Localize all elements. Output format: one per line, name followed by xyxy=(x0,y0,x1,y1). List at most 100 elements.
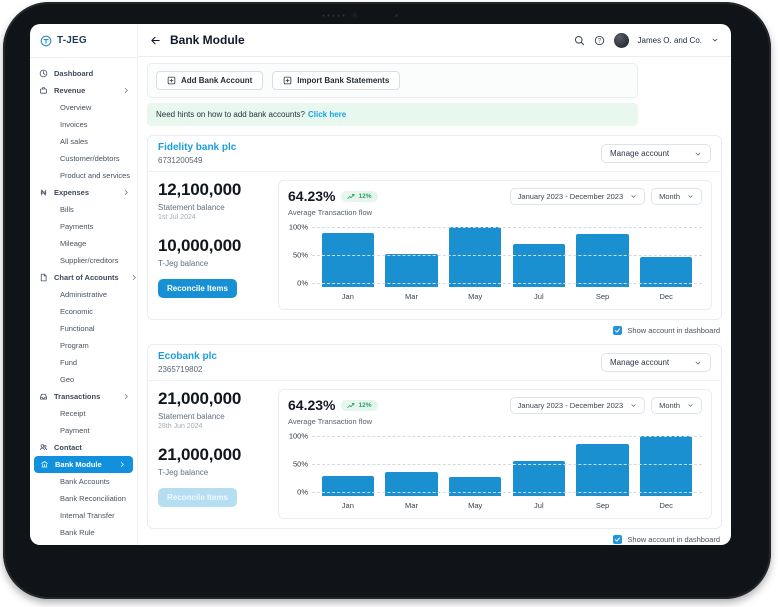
sidebar-item-all-sales[interactable]: All sales xyxy=(30,133,137,150)
statement-balance-value: 21,000,000 xyxy=(158,389,242,408)
period-select[interactable]: January 2023 - December 2023 xyxy=(509,188,646,205)
sidebar-item-administrative[interactable]: Administrative xyxy=(30,286,137,303)
sidebar-item-label: Economic xyxy=(60,307,93,316)
flow-label: Average Transaction flow xyxy=(288,417,373,426)
sidebar-item-customer-debtors[interactable]: Customer/debtors xyxy=(30,150,137,167)
sidebar-item-geo[interactable]: Geo xyxy=(30,371,137,388)
add-bank-account-button[interactable]: Add Bank Account xyxy=(156,71,264,90)
tjeg-balance-label: T-Jeg balance xyxy=(158,468,209,477)
bank-name-link[interactable]: Ecobank plc xyxy=(158,351,217,362)
sidebar-item-label: Revenue xyxy=(54,86,86,95)
sidebar-item-product-and-services[interactable]: Product and services xyxy=(30,167,137,184)
gridline xyxy=(312,436,702,437)
sidebar-item-label: Invoices xyxy=(60,120,88,129)
sidebar-item-expenses[interactable]: Expenses xyxy=(30,184,137,201)
sidebar-item-label: Bank Module xyxy=(55,460,102,469)
y-tick-label: 100% xyxy=(288,222,308,232)
sidebar-item-revenue[interactable]: Revenue xyxy=(30,82,137,99)
hint-click-here-link[interactable]: Click here xyxy=(308,110,347,119)
light-sensor xyxy=(395,14,398,17)
granularity-select[interactable]: Month xyxy=(651,188,702,205)
x-tick-label: Mar xyxy=(405,292,418,301)
tjeg-balance-value: 21,000,000 xyxy=(158,445,242,464)
trend-badge: 12% xyxy=(341,190,378,202)
x-tick-label: Jan xyxy=(341,292,354,301)
manage-account-select[interactable]: Manage account xyxy=(601,144,711,163)
search-icon[interactable] xyxy=(574,35,585,46)
hint-banner: Need hints on how to add bank accounts? C… xyxy=(147,103,638,126)
sidebar-item-internal-transfer[interactable]: Internal Transfer xyxy=(30,507,137,524)
sidebar-item-dashboard[interactable]: Dashboard xyxy=(30,65,137,82)
chevron-down-icon xyxy=(695,152,701,156)
sidebar-item-transactions[interactable]: Transactions xyxy=(30,388,137,405)
topbar-actions: ? James O. and Co. xyxy=(574,32,719,48)
reconcile-items-button[interactable]: Reconcile Items xyxy=(158,279,237,298)
chevron-down-icon xyxy=(688,404,693,407)
account-switcher-label[interactable]: James O. and Co. xyxy=(637,35,702,45)
sidebar-item-label: Administrative xyxy=(60,290,108,299)
sidebar-item-receipt[interactable]: Receipt xyxy=(30,405,137,422)
bar-slot xyxy=(507,243,571,287)
statement-balance-value: 12,100,000 xyxy=(158,180,242,199)
statement-balance-label: Statement balance xyxy=(158,203,225,212)
x-tick-label: May xyxy=(468,501,483,510)
period-select[interactable]: January 2023 - December 2023 xyxy=(509,397,646,414)
front-camera xyxy=(352,12,358,18)
sidebar-item-fund[interactable]: Fund xyxy=(30,354,137,371)
manage-account-label: Manage account xyxy=(610,358,670,367)
sidebar-item-label: Payments xyxy=(60,222,94,231)
statement-balance-label: Statement balance xyxy=(158,412,225,421)
bar-slot xyxy=(316,476,380,496)
sidebar-item-functional[interactable]: Functional xyxy=(30,320,137,337)
granularity-select[interactable]: Month xyxy=(651,397,702,414)
reconcile-items-button-disabled[interactable]: Reconcile Items xyxy=(158,488,237,507)
show-account-checkbox[interactable] xyxy=(613,326,623,335)
bar-jan xyxy=(321,232,374,287)
manage-account-label: Manage account xyxy=(610,149,670,158)
back-arrow-icon[interactable] xyxy=(150,35,161,46)
sidebar-item-payments[interactable]: Payments xyxy=(30,218,137,235)
sidebar-item-bank-accounts[interactable]: Bank Accounts xyxy=(30,473,137,490)
y-tick-label: 0% xyxy=(297,487,308,497)
manage-account-select[interactable]: Manage account xyxy=(601,353,711,372)
avatar[interactable] xyxy=(613,32,629,48)
show-account-checkbox[interactable] xyxy=(613,535,623,544)
sidebar-item-economic[interactable]: Economic xyxy=(30,303,137,320)
sidebar-item-bank-rule[interactable]: Bank Rule xyxy=(30,524,137,541)
hint-text: Need hints on how to add bank accounts? xyxy=(156,110,305,119)
help-icon[interactable]: ? xyxy=(594,35,605,46)
sidebar-item-bank-reconciliation[interactable]: Bank Reconciliation xyxy=(30,490,137,507)
top-bar: Bank Module ? James O. and Co. xyxy=(138,24,731,57)
sidebar-item-invoices[interactable]: Invoices xyxy=(30,116,137,133)
chevron-down-icon[interactable] xyxy=(711,36,719,44)
sidebar-item-contact[interactable]: Contact xyxy=(30,439,137,456)
sidebar-item-program[interactable]: Program xyxy=(30,337,137,354)
trend-up-icon xyxy=(347,402,355,408)
bar-jul xyxy=(512,461,565,496)
x-tick-label: Sep xyxy=(595,292,610,301)
sidebar-item-supplier-creditors[interactable]: Supplier/creditors xyxy=(30,252,137,269)
sidebar-item-label: Functional xyxy=(60,324,95,333)
x-tick-label: Jan xyxy=(341,501,354,510)
sidebar-item-mileage[interactable]: Mileage xyxy=(30,235,137,252)
bar-jul xyxy=(512,243,565,287)
sidebar-item-label: Internal Transfer xyxy=(60,511,115,520)
tjeg-balance-label: T-Jeg balance xyxy=(158,259,209,268)
x-axis: Jan Mar May Jul Sep Dec xyxy=(312,292,702,301)
period-label: January 2023 - December 2023 xyxy=(517,401,624,410)
transaction-flow-panel: 64.23% 12% January 2023 - December 2023 xyxy=(278,389,712,519)
y-axis: 100% 50% 0% xyxy=(288,222,312,288)
bank-name-link[interactable]: Fidelity bank plc xyxy=(158,142,237,153)
sidebar-item-label: Bank Reconciliation xyxy=(60,494,126,503)
sidebar-item-bills[interactable]: Bills xyxy=(30,201,137,218)
bank-card-ecobank: Ecobank plc 2365719802 Manage account 21… xyxy=(147,344,722,529)
sidebar-item-payment[interactable]: Payment xyxy=(30,422,137,439)
bank-card-header: Fidelity bank plc 6731200549 Manage acco… xyxy=(148,136,721,172)
sidebar-item-chart-of-accounts[interactable]: Chart of Accounts xyxy=(30,269,137,286)
sidebar-item-bank-module[interactable]: Bank Module xyxy=(34,456,133,473)
bank-card-header: Ecobank plc 2365719802 Manage account xyxy=(148,345,721,381)
import-bank-statements-button[interactable]: Import Bank Statements xyxy=(272,71,401,90)
app-window: T-JEG Dashboard Revenue Overview Invoice… xyxy=(30,24,731,545)
logo[interactable]: T-JEG xyxy=(30,24,137,58)
sidebar-item-overview[interactable]: Overview xyxy=(30,99,137,116)
